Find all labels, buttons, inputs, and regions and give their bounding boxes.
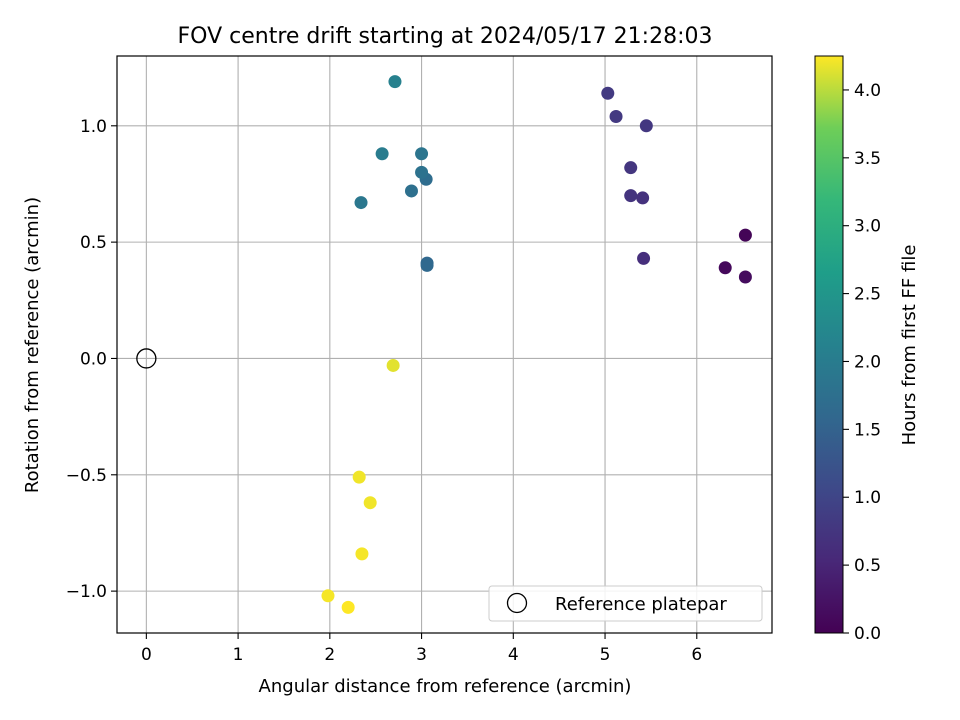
data-point	[738, 270, 752, 284]
x-tick-label: 3	[416, 645, 427, 665]
data-point	[609, 109, 623, 123]
x-tick-label: 6	[691, 645, 702, 665]
colorbar-tick-label: 1.0	[854, 488, 881, 508]
x-tick-label: 4	[508, 645, 519, 665]
data-point	[639, 119, 653, 133]
data-point	[637, 251, 651, 265]
data-point	[375, 147, 389, 161]
colorbar-tick-label: 2.0	[854, 352, 881, 372]
legend-box: Reference platepar	[488, 585, 763, 622]
y-tick-label: −1.0	[66, 582, 107, 602]
data-point	[738, 228, 752, 242]
y-tick-label: 1.0	[80, 117, 107, 137]
data-point	[624, 189, 638, 203]
colorbar-tick-label: 2.5	[854, 285, 881, 305]
colorbar-tick-label: 3.0	[854, 217, 881, 237]
colorbar-tick-label: 3.5	[854, 149, 881, 169]
data-point	[718, 261, 732, 275]
plot-area-frame	[116, 55, 773, 634]
reference-platepar-marker	[136, 348, 157, 369]
data-point	[601, 86, 615, 100]
chart-title: FOV centre drift starting at 2024/05/17 …	[178, 24, 713, 49]
y-tick-label: 0.0	[80, 349, 107, 369]
colorbar	[814, 55, 844, 634]
data-point	[420, 258, 434, 272]
colorbar-tick-label: 1.5	[854, 420, 881, 440]
data-point	[415, 147, 429, 161]
data-point	[415, 165, 429, 179]
colorbar-tick-label: 4.0	[854, 81, 881, 101]
x-tick-label: 5	[600, 645, 611, 665]
data-point	[636, 191, 650, 205]
data-point	[386, 358, 400, 372]
data-point	[341, 600, 355, 614]
data-point	[352, 470, 366, 484]
data-point	[363, 496, 377, 510]
data-point	[354, 196, 368, 210]
colorbar-tick-label: 0.0	[854, 624, 881, 644]
x-tick-label: 2	[324, 645, 335, 665]
colorbar-label: Hours from first FF file	[899, 245, 920, 446]
x-tick-label: 0	[141, 645, 152, 665]
colorbar-tick-label: 0.5	[854, 556, 881, 576]
x-tick-label: 1	[233, 645, 244, 665]
legend-reference-marker	[506, 592, 528, 614]
data-point	[321, 589, 335, 603]
colorbar-ticks: 0.0 0.5 1.0 1.5 2.0 2.5 3.0 3.5 4.0	[843, 81, 881, 644]
grid-lines	[117, 56, 772, 633]
data-point	[355, 547, 369, 561]
y-axis-label: Rotation from reference (arcmin)	[22, 197, 43, 493]
data-points	[136, 75, 752, 614]
data-point	[404, 184, 418, 198]
x-axis-label: Angular distance from reference (arcmin)	[259, 676, 632, 697]
y-axis-ticks: −1.0 −0.5 0.0 0.5 1.0	[66, 117, 117, 602]
data-point	[388, 75, 402, 89]
y-tick-label: −0.5	[66, 466, 107, 486]
x-axis-ticks: 0 1 2 3 4 5 6	[141, 633, 702, 665]
y-tick-label: 0.5	[80, 233, 107, 253]
data-point	[624, 161, 638, 175]
legend-entry-label: Reference platepar	[555, 594, 727, 615]
